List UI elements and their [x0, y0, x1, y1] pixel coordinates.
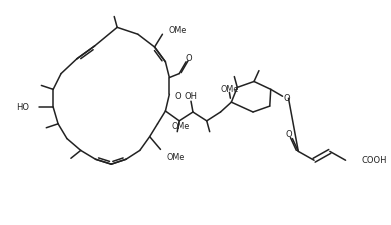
- Text: OMe: OMe: [167, 152, 185, 161]
- Text: O: O: [283, 93, 290, 102]
- Text: COOH: COOH: [361, 155, 387, 164]
- Text: O: O: [186, 54, 192, 63]
- Text: OMe: OMe: [171, 122, 190, 131]
- Text: OMe: OMe: [169, 26, 187, 35]
- Text: OH: OH: [185, 91, 197, 100]
- Text: OMe: OMe: [220, 85, 239, 93]
- Text: O: O: [285, 130, 292, 139]
- Text: O: O: [175, 91, 181, 100]
- Text: HO: HO: [16, 102, 30, 111]
